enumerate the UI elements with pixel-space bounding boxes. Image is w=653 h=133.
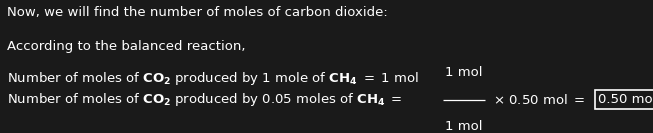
Text: Number of moles of $\mathbf{CO_2}$ produced by 1 mole of $\mathbf{CH_4}$ $=$ 1 m: Number of moles of $\mathbf{CO_2}$ produ… <box>7 70 419 87</box>
Text: Now, we will find the number of moles of carbon dioxide:: Now, we will find the number of moles of… <box>7 6 387 19</box>
Text: × 0.50 mol $=$: × 0.50 mol $=$ <box>489 93 586 107</box>
Text: 1 mol: 1 mol <box>445 66 483 79</box>
Text: 1 mol: 1 mol <box>445 120 483 133</box>
Text: Number of moles of $\mathbf{CO_2}$ produced by 0.05 moles of $\mathbf{CH_4}$ $=$: Number of moles of $\mathbf{CO_2}$ produ… <box>7 91 402 108</box>
Text: 0.50 mol: 0.50 mol <box>599 93 653 106</box>
Text: According to the balanced reaction,: According to the balanced reaction, <box>7 40 245 53</box>
